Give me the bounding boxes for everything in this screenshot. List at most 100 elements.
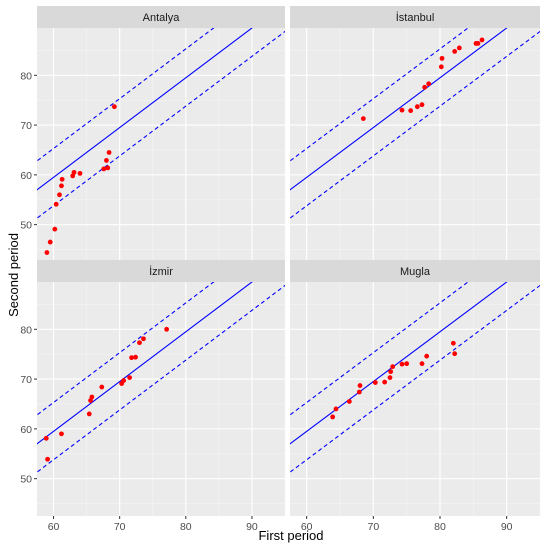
data-point (399, 361, 405, 367)
y-tick-label: 80 (20, 70, 32, 82)
data-point (456, 45, 462, 51)
data-point (333, 406, 339, 412)
identity-line (290, 28, 508, 191)
data-point (164, 326, 170, 332)
data-point (45, 456, 50, 462)
data-point (101, 166, 107, 172)
data-point (104, 158, 109, 163)
data-point (346, 399, 352, 404)
identity-line (37, 282, 253, 445)
data-point (382, 379, 388, 385)
facet-panel: İstanbul (290, 6, 541, 262)
reference-lines (290, 282, 540, 473)
data-point (388, 369, 394, 375)
data-point (43, 435, 49, 441)
data-point (127, 375, 132, 380)
panels-layer: Antalya 50 60 70 80 İstanbul İzmir 50 60 70 80 60 70… (20, 6, 541, 533)
data-point (452, 351, 458, 357)
data-point (111, 104, 117, 110)
data-point (419, 361, 425, 367)
identity-line (37, 28, 253, 191)
data-point (422, 84, 428, 90)
data-point (438, 64, 444, 70)
data-point (390, 364, 396, 370)
data-point (404, 361, 410, 367)
data-point (129, 355, 134, 361)
data-point (426, 81, 432, 87)
data-point (439, 55, 445, 61)
tolerance-line-dashed (290, 28, 469, 162)
data-point (475, 41, 481, 46)
x-axis-label: First period (258, 528, 323, 543)
data-point (419, 102, 425, 108)
data-point (99, 384, 105, 390)
y-tick-label: 50 (20, 220, 32, 232)
facet-panel: Mugla 60 70 80 90 (290, 260, 541, 533)
identity-line (290, 282, 508, 445)
data-point (77, 170, 83, 176)
data-point (330, 414, 336, 420)
data-point (479, 37, 485, 43)
panel-background (37, 28, 285, 262)
data-point (424, 353, 430, 359)
data-point (71, 169, 77, 175)
y-tick-label: 70 (20, 374, 32, 386)
tolerance-line-dashed (37, 284, 285, 473)
y-tick-label: 60 (20, 424, 32, 436)
reference-lines (37, 282, 285, 473)
x-tick-label: 60 (301, 521, 313, 533)
x-tick-label: 90 (246, 521, 258, 533)
data-point (408, 108, 414, 114)
facet-panel: İzmir 50 60 70 80 60 70 80 90 (20, 260, 286, 533)
data-point (137, 340, 142, 346)
data-point (141, 336, 146, 342)
data-point (360, 116, 366, 122)
data-point (387, 375, 393, 380)
data-point (59, 431, 64, 437)
facet-strip (290, 260, 540, 282)
y-tick-label: 70 (20, 120, 32, 132)
facet-title: Mugla (400, 266, 431, 278)
data-point (44, 250, 50, 255)
data-point (89, 394, 95, 400)
data-point (356, 389, 362, 395)
panel-background (37, 282, 285, 516)
data-point (106, 150, 112, 155)
facet-strip (37, 6, 285, 28)
data-point (399, 107, 405, 113)
x-tick-label: 80 (434, 521, 446, 533)
data-point (57, 192, 62, 198)
data-point (86, 411, 92, 417)
panel-background (290, 28, 540, 262)
points (44, 104, 117, 255)
data-point (59, 176, 65, 182)
tolerance-line-dashed (37, 28, 215, 162)
data-point (59, 183, 64, 189)
data-point (121, 378, 127, 383)
y-tick-label: 50 (20, 474, 32, 486)
x-tick-label: 70 (367, 521, 379, 533)
tolerance-line-dashed (290, 282, 469, 416)
data-point (53, 201, 59, 207)
y-tick-label: 80 (20, 324, 32, 336)
points (330, 340, 458, 420)
tolerance-line-dashed (290, 284, 540, 473)
data-point (414, 104, 420, 110)
facet-title: İzmir (149, 265, 173, 278)
y-axis-label: Second period (6, 233, 21, 317)
data-point (450, 340, 456, 346)
facet-title: İstanbul (396, 11, 435, 24)
tolerance-line-dashed (290, 30, 540, 219)
data-point (52, 226, 58, 232)
points (43, 326, 170, 462)
data-point (47, 239, 53, 245)
tolerance-line-dashed (37, 282, 215, 416)
data-point (105, 165, 111, 171)
data-point (133, 354, 138, 360)
x-tick-label: 60 (48, 521, 60, 533)
points (360, 37, 485, 122)
facet-strip (37, 260, 285, 282)
x-tick-label: 90 (501, 521, 513, 533)
y-tick-label: 60 (20, 170, 32, 182)
